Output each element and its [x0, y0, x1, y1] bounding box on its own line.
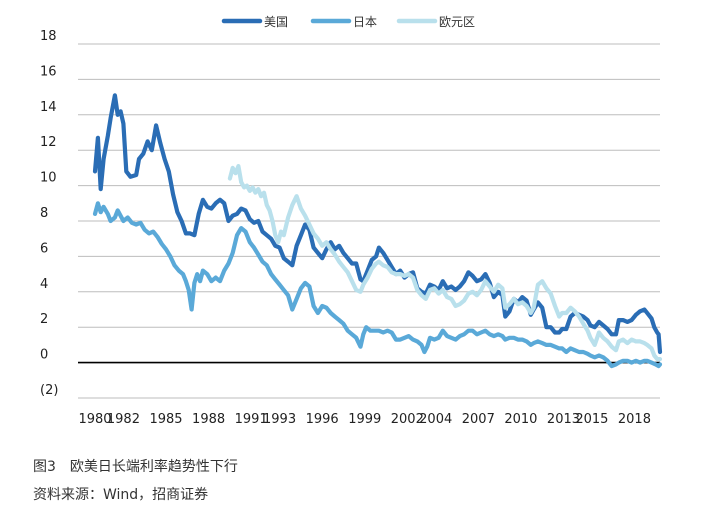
series-line-0 — [92, 93, 663, 355]
x-tick-label: 2004 — [419, 412, 452, 427]
x-tick-label: 1980 — [78, 412, 111, 427]
x-tick-label: 1985 — [149, 412, 182, 427]
x-tick-label: 2002 — [391, 412, 424, 427]
x-tick-label: 1996 — [306, 412, 339, 427]
y-tick-label: 14 — [40, 100, 57, 115]
x-tick-label: 1999 — [348, 412, 381, 427]
legend-label-2: 欧元区 — [439, 15, 475, 29]
y-tick-label: (2) — [40, 383, 58, 398]
x-tick-label: 2013 — [547, 412, 580, 427]
y-tick-label: 16 — [40, 64, 57, 79]
legend-label-0: 美国 — [264, 15, 288, 29]
x-tick-label: 1982 — [107, 412, 140, 427]
x-tick-label: 2007 — [462, 412, 495, 427]
x-tick-label: 1988 — [192, 412, 225, 427]
series-line-1 — [92, 201, 663, 369]
x-tick-label: 2015 — [575, 412, 608, 427]
x-tick-label: 1993 — [263, 412, 296, 427]
figure-source: 资料来源：Wind，招商证券 — [33, 487, 209, 503]
y-axis-ticks: 18 16 14 12 10 8 6 4 2 0 (2) — [40, 29, 58, 398]
series-layer — [92, 93, 663, 369]
legend: 美国 日本 欧元区 — [221, 15, 475, 29]
y-tick-label: 2 — [40, 312, 48, 327]
x-tick-label: 1991 — [235, 412, 268, 427]
y-tick-label: 8 — [40, 206, 48, 221]
y-tick-label: 4 — [40, 277, 48, 292]
y-tick-label: 18 — [40, 29, 57, 44]
y-tick-label: 12 — [40, 135, 57, 150]
x-tick-label: 2010 — [504, 412, 537, 427]
grid-layer — [78, 43, 660, 399]
legend-label-1: 日本 — [353, 15, 377, 29]
y-tick-label: 6 — [40, 241, 48, 256]
y-tick-label: 10 — [40, 171, 57, 186]
x-tick-label: 2018 — [618, 412, 651, 427]
series-line-2 — [227, 164, 663, 362]
figure-caption: 图3 欧美日长端利率趋势性下行 — [33, 459, 238, 475]
y-tick-label: 0 — [40, 348, 48, 363]
